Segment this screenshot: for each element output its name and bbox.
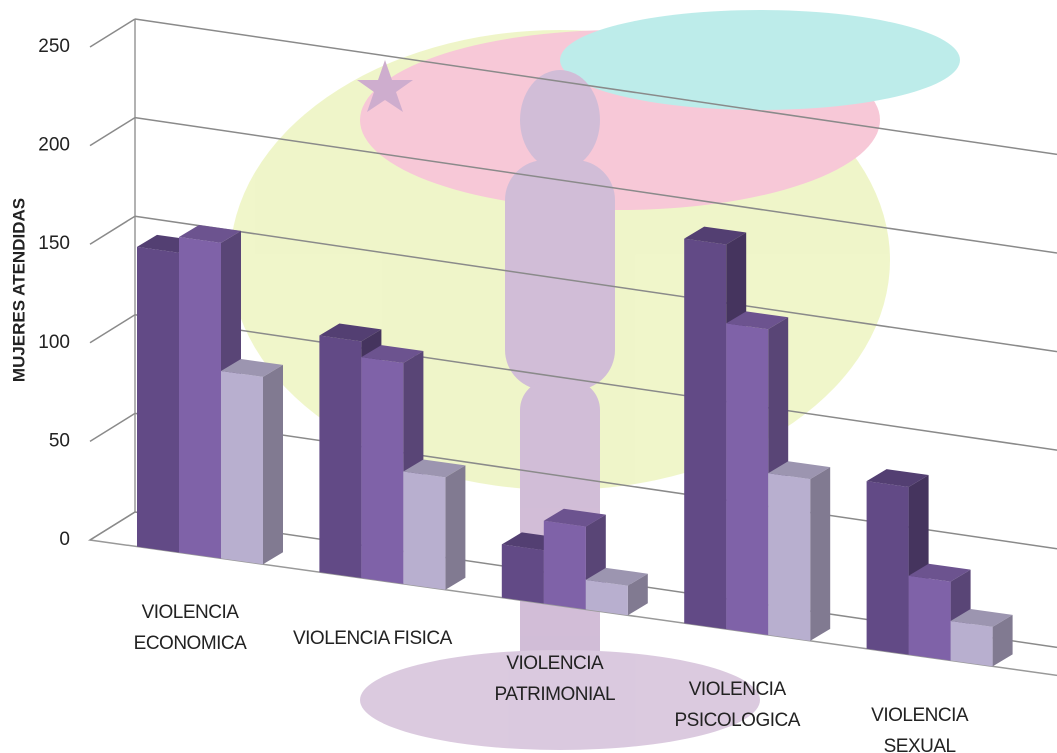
y-tick-label: 0 [59, 529, 70, 550]
bar [684, 238, 727, 630]
bar-top [585, 567, 648, 586]
y-axis-title: MUJERES ATENDIDAS [9, 198, 28, 382]
bar [221, 371, 263, 565]
bar [543, 520, 586, 610]
bar-side [445, 465, 466, 590]
bar-side [627, 573, 648, 616]
bar-top [361, 345, 424, 364]
grid-line [89, 215, 136, 245]
grid-line [134, 215, 1057, 353]
x-tick-label: VIOLENCIA PATRIMONIAL [494, 653, 616, 706]
bar-side [992, 614, 1013, 667]
bar [866, 481, 909, 655]
y-tick-label: 150 [38, 233, 70, 254]
bar [403, 471, 446, 590]
grid-line [89, 18, 136, 48]
grid-line [134, 314, 1057, 451]
bar [908, 575, 951, 661]
bar [950, 621, 993, 667]
grid-line [134, 18, 1057, 156]
bar-side [810, 467, 831, 641]
grid-line [89, 511, 136, 541]
bar [179, 236, 221, 559]
bar [726, 323, 769, 635]
bar-top [543, 508, 606, 527]
grid-line [89, 412, 136, 443]
y-tick-label: 50 [49, 430, 70, 451]
bar-top [726, 311, 789, 330]
bar [768, 473, 811, 641]
bar-top [221, 359, 283, 377]
bar-top [866, 469, 929, 487]
grid-line [89, 116, 136, 147]
bar-top [684, 226, 747, 245]
bar-top [768, 461, 831, 480]
bar-top [179, 224, 241, 243]
y-tick-label: 200 [38, 135, 70, 156]
bar [501, 544, 544, 604]
grid-line [89, 314, 136, 344]
bar-top [908, 563, 971, 582]
bar-side [263, 364, 283, 565]
y-tick-label: 250 [38, 36, 70, 57]
bar [585, 579, 628, 616]
bar [361, 357, 404, 584]
bar [319, 335, 362, 578]
bar-top [319, 323, 382, 342]
bar-top [950, 609, 1013, 627]
x-tick-label: VIOLENCIA ECONOMICA [133, 602, 247, 655]
x-tick-label: VIOLENCIA PSICOLOGICA [674, 679, 800, 731]
bar-top [403, 459, 466, 478]
grid-line [134, 116, 1057, 254]
bar [137, 246, 179, 553]
x-tick-label: VIOLENCIA FISICA [292, 627, 452, 649]
y-tick-label: 100 [38, 332, 70, 353]
x-tick-label: VIOLENCIA SEXUAL [871, 704, 969, 753]
